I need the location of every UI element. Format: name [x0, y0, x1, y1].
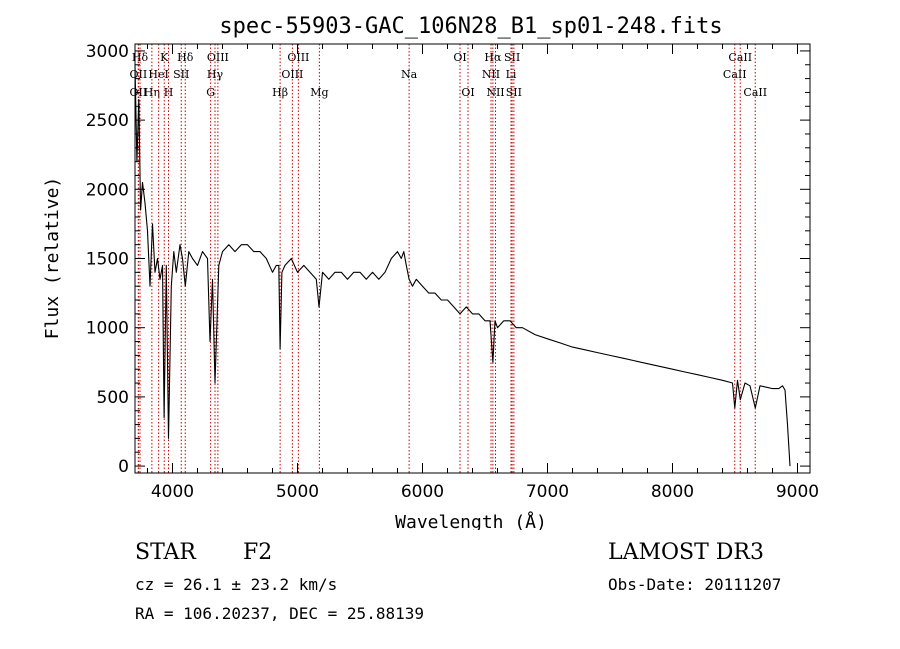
line-label-18: OI — [461, 86, 474, 99]
y-tick-label-6: 3000 — [86, 42, 129, 62]
y-tick-label-3: 1500 — [86, 250, 129, 270]
line-label-11: G — [206, 86, 215, 99]
object-subclass: F2 — [243, 540, 273, 565]
line-label-12: Hβ — [272, 86, 288, 99]
survey-label: LAMOST DR3 — [608, 540, 764, 565]
line-label-0: Hδ — [132, 51, 149, 64]
plot-frame — [134, 43, 811, 474]
line-label-20: NII — [482, 68, 500, 81]
line-label-10: Hγ — [207, 68, 224, 81]
x-tick-label-1: 5000 — [276, 482, 319, 502]
line-label-8: Hδ — [177, 51, 194, 64]
series-flux-line — [134, 64, 791, 467]
line-label-15: Mg — [310, 86, 328, 99]
line-label-19: Hα — [484, 51, 502, 64]
line-label-13: OIII — [287, 51, 309, 64]
x-tick-label-4: 8000 — [651, 482, 694, 502]
ra-dec-coordinates: RA = 106.20237, DEC = 25.88139 — [135, 604, 424, 623]
y-tick-label-5: 2500 — [86, 111, 129, 131]
x-tick-label-3: 7000 — [526, 482, 569, 502]
line-label-5: K — [160, 51, 169, 64]
line-label-26: CaII — [723, 68, 747, 81]
x-axis: 4000 5000 6000 7000 8000 9000 — [147, 44, 819, 502]
line-label-9: OIII — [207, 51, 229, 64]
line-label-7: SII — [173, 68, 189, 81]
line-label-1: OII — [130, 68, 148, 81]
spectrum-chart: spec-55903-GAC_106N28_B1_sp01-248.fits H… — [42, 14, 819, 530]
observation-date: Obs-Date: 20111207 — [608, 575, 782, 594]
line-label-3: Hη — [144, 86, 160, 99]
line-label-6: H — [164, 86, 174, 99]
series-group — [134, 64, 791, 467]
line-label-17: OI — [453, 51, 466, 64]
y-tick-label-2: 1000 — [86, 319, 129, 339]
line-label-23: Li — [506, 68, 517, 81]
y-tick-label-1: 500 — [97, 388, 129, 408]
y-tick-label-0: 0 — [118, 457, 129, 477]
line-label-4: HeI — [148, 68, 168, 81]
x-axis-label: Wavelength (Å) — [395, 511, 547, 530]
x-tick-label-5: 9000 — [776, 482, 819, 502]
line-label-25: CaII — [728, 51, 752, 64]
line-label-22: SII — [504, 51, 520, 64]
line-label-27: CaII — [743, 86, 767, 99]
line-label-24: SII — [506, 86, 522, 99]
line-label-14: OIII — [281, 68, 303, 81]
object-class: STAR — [135, 540, 196, 565]
y-axis: 0 500 1000 1500 2000 2500 3000 — [86, 42, 810, 477]
y-tick-label-4: 2000 — [86, 180, 129, 200]
redshift-velocity: cz = 26.1 ± 23.2 km/s — [135, 575, 338, 594]
x-tick-label-2: 6000 — [401, 482, 444, 502]
chart-title: spec-55903-GAC_106N28_B1_sp01-248.fits — [219, 14, 722, 39]
x-tick-label-0: 4000 — [151, 482, 194, 502]
line-label-16: Na — [401, 68, 418, 81]
line-label-21: NII — [486, 86, 504, 99]
y-axis-label: Flux (relative) — [42, 177, 63, 340]
